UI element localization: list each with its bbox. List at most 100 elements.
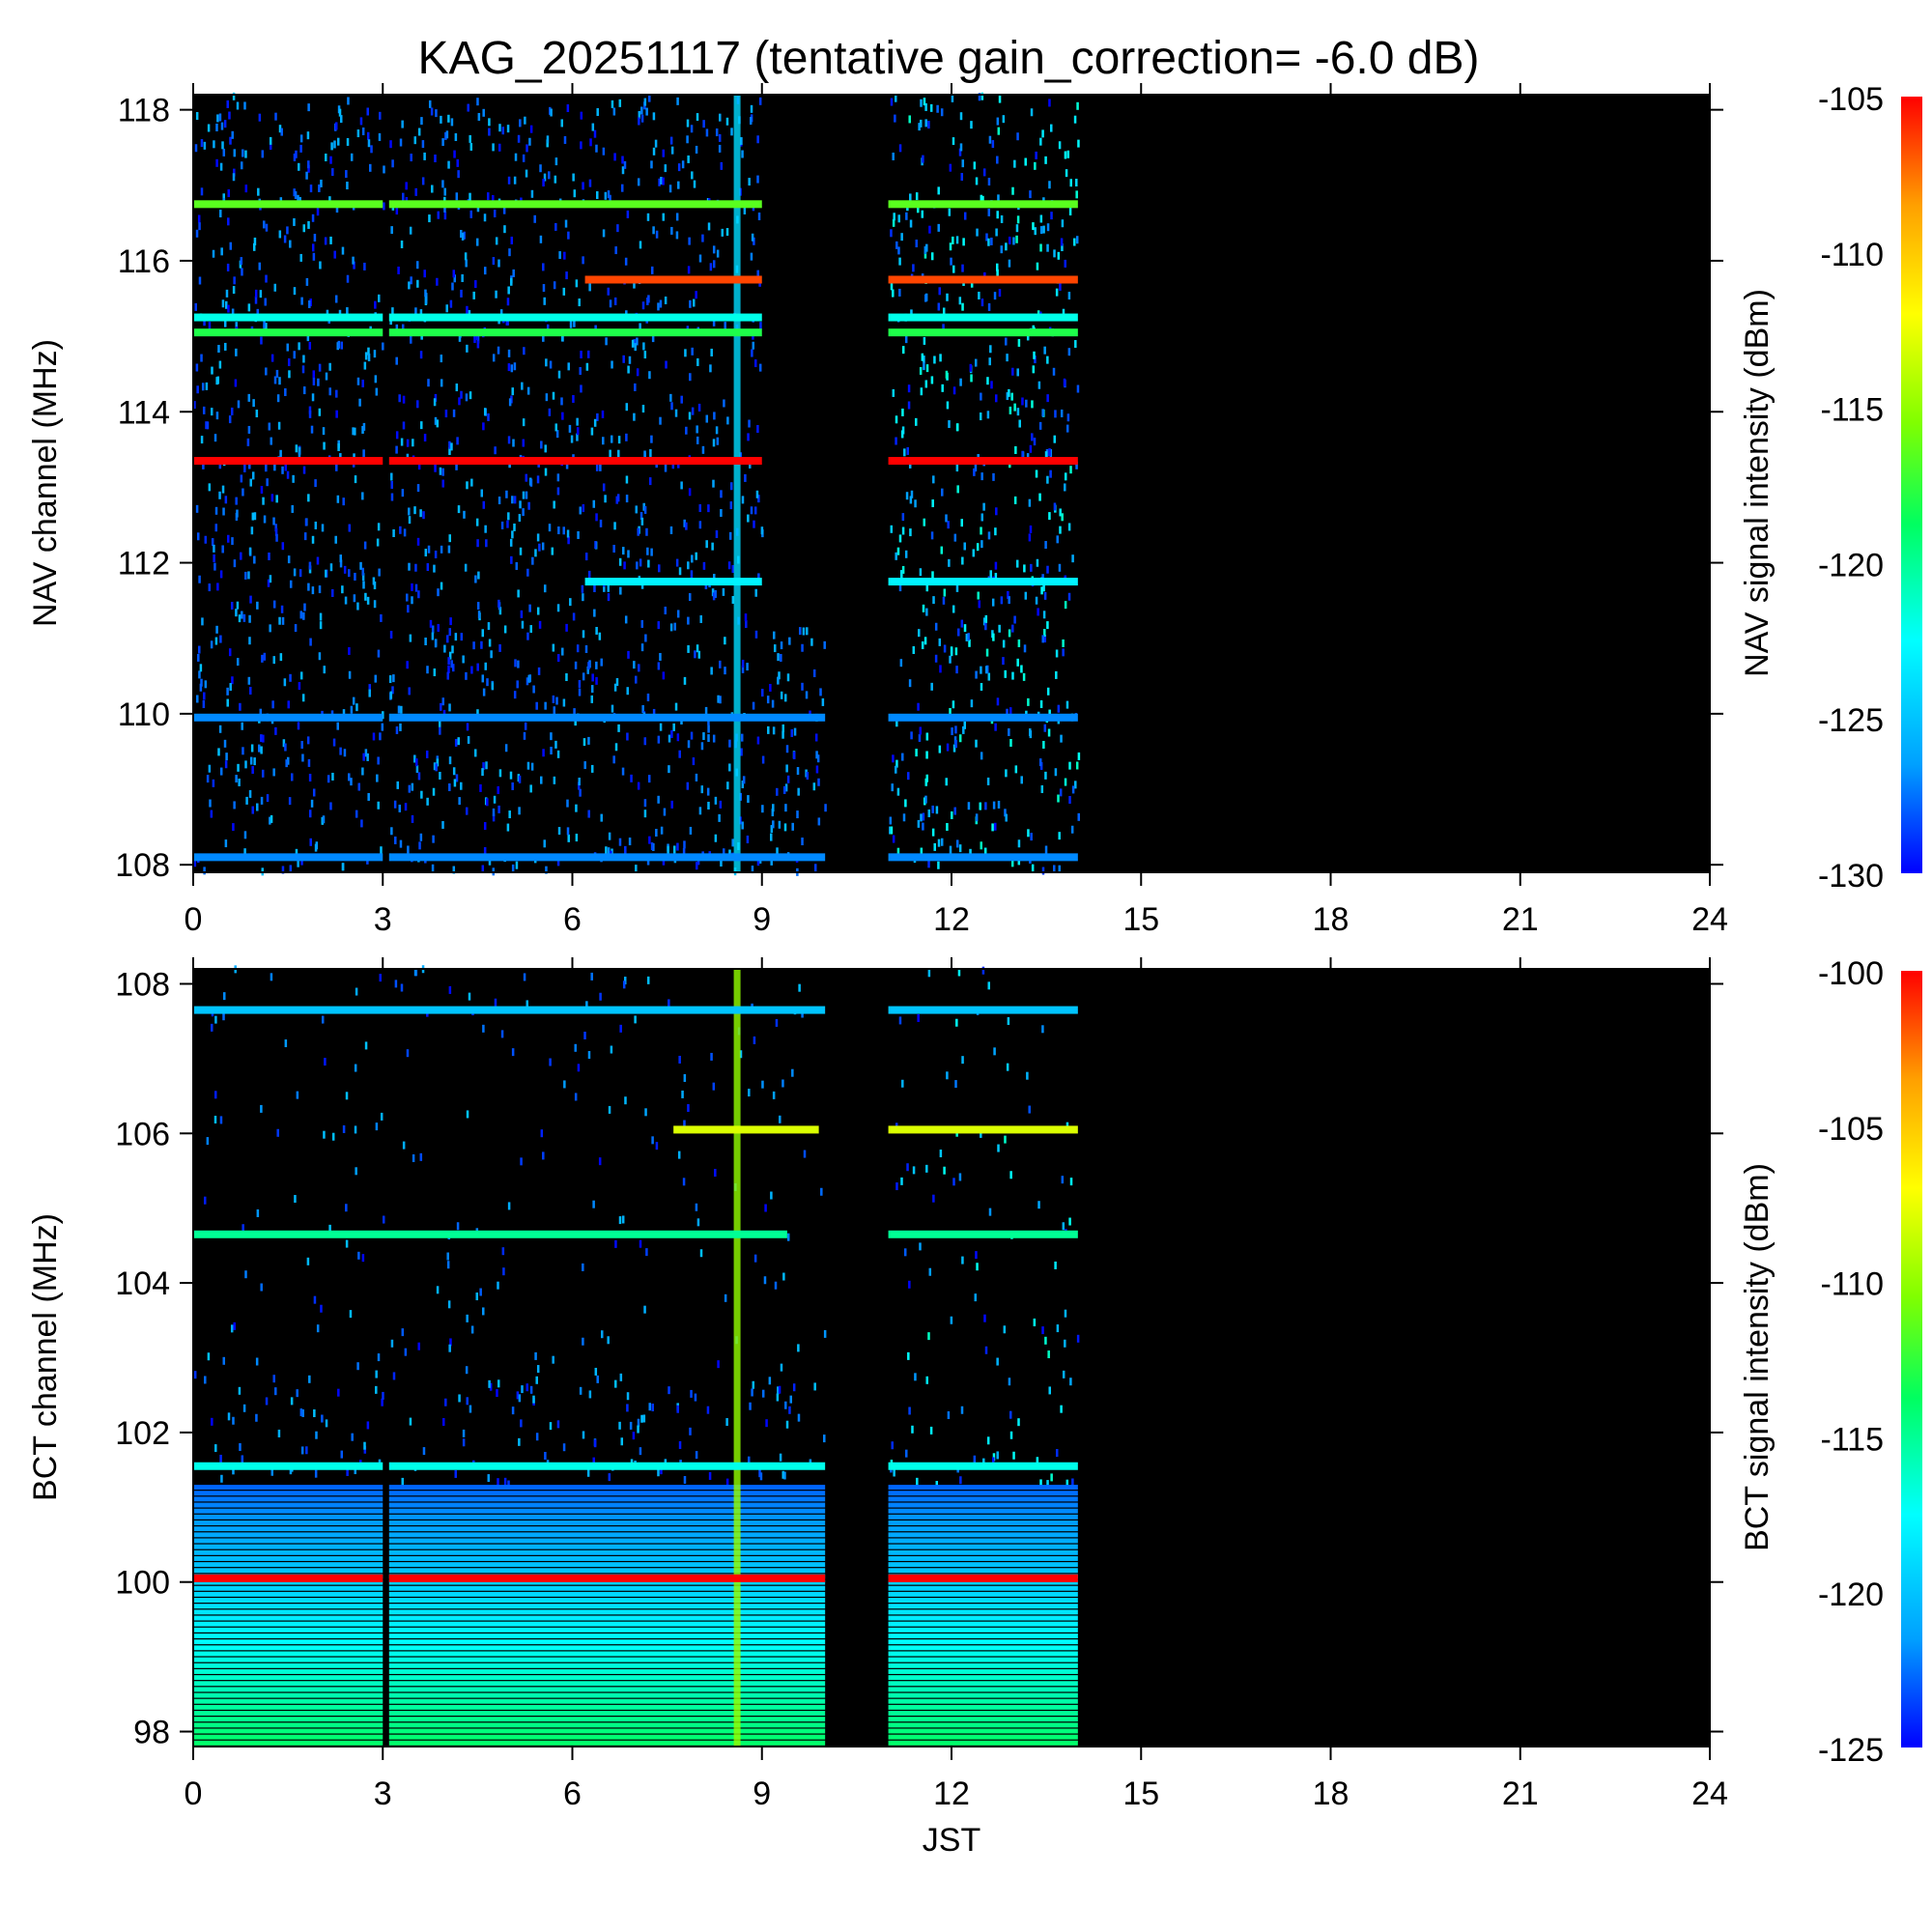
heatmap-speckle xyxy=(714,796,718,805)
heatmap-speckle xyxy=(1069,466,1072,474)
heatmap-speckle xyxy=(747,514,750,523)
heatmap-speckle xyxy=(356,1362,359,1371)
heatmap-speckle xyxy=(724,667,726,675)
heatmap-speckle xyxy=(233,801,236,810)
heatmap-speckle xyxy=(1009,1431,1013,1439)
heatmap-speckle xyxy=(562,698,566,707)
heatmap-speckle xyxy=(195,112,199,121)
heatmap-speckle xyxy=(1000,245,1004,254)
heatmap-speckle xyxy=(1036,1457,1039,1465)
heatmap-speckle xyxy=(1017,639,1021,647)
heatmap-speckle xyxy=(548,524,552,532)
heatmap-speckle xyxy=(1064,483,1066,492)
heatmap-speckle xyxy=(790,728,794,737)
heatmap-speckle xyxy=(331,588,334,597)
heatmap-speckle xyxy=(545,393,549,402)
heatmap-speckle xyxy=(648,94,651,102)
heatmap-speckle xyxy=(420,117,423,126)
heatmap-speckle xyxy=(799,627,802,636)
heatmap-speckle xyxy=(1033,438,1037,446)
heatmap-speckle xyxy=(496,1389,498,1398)
heatmap-speckle xyxy=(298,342,300,351)
heatmap-speckle xyxy=(536,475,540,484)
heatmap-speckle xyxy=(939,665,942,673)
heatmap-speckle xyxy=(674,702,678,711)
heatmap-speckle xyxy=(613,153,616,161)
heatmap-speckle xyxy=(556,858,560,867)
heatmap-speckle xyxy=(293,568,297,577)
heatmap-speckle xyxy=(544,468,548,476)
heatmap-speckle xyxy=(222,507,225,516)
heatmap-speckle xyxy=(309,298,312,307)
heatmap-speckle xyxy=(970,699,974,708)
heatmap-speckle xyxy=(779,1453,782,1462)
heatmap-speckle xyxy=(1050,1473,1053,1482)
heatmap-speckle xyxy=(901,513,905,522)
heatmap-speckle xyxy=(941,384,944,392)
heatmap-speckle xyxy=(618,99,622,107)
heatmap-speckle xyxy=(579,1386,582,1395)
heatmap-speckle xyxy=(699,614,702,623)
heatmap-speckle xyxy=(1048,99,1051,107)
heatmap-speckle xyxy=(515,861,519,869)
heatmap-speckle xyxy=(1029,525,1033,533)
heatmap-speckle xyxy=(382,711,384,720)
heatmap-speckle xyxy=(381,723,384,731)
heatmap-speckle xyxy=(265,223,269,232)
heatmap-speckle xyxy=(599,519,603,527)
x-tick-label: 21 xyxy=(1502,1776,1539,1812)
heatmap-speckle xyxy=(694,1393,697,1402)
heatmap-speckle xyxy=(584,553,588,561)
heatmap-speckle xyxy=(566,799,569,808)
heatmap-speckle xyxy=(507,176,511,185)
heatmap-speckle xyxy=(492,813,496,822)
heatmap-speckle xyxy=(946,1071,949,1080)
heatmap-speckle xyxy=(625,475,629,484)
heatmap-speckle xyxy=(532,685,535,694)
heatmap-speckle xyxy=(895,719,898,727)
heatmap-speckle xyxy=(756,736,760,745)
heatmap-speckle xyxy=(561,412,564,420)
heatmap-speckle xyxy=(248,637,251,645)
heatmap-band-row xyxy=(888,1496,1078,1502)
heatmap-speckle xyxy=(925,364,929,373)
heatmap-speckle xyxy=(907,401,911,410)
heatmap-speckle xyxy=(360,819,363,828)
heatmap-speckle xyxy=(676,610,680,618)
heatmap-speckle xyxy=(1042,583,1045,592)
heatmap-speckle xyxy=(586,666,589,674)
heatmap-speckle xyxy=(934,654,938,663)
heatmap-speckle xyxy=(967,633,970,641)
heatmap-speckle xyxy=(582,593,584,602)
heatmap-speckle xyxy=(265,1397,269,1406)
heatmap-speckle xyxy=(1044,1336,1047,1345)
heatmap-speckle xyxy=(466,723,469,731)
heatmap-speckle xyxy=(953,807,956,815)
heatmap-speckle xyxy=(954,647,958,656)
heatmap-speckle xyxy=(935,806,939,814)
heatmap-speckle xyxy=(206,1137,210,1146)
heatmap-band-row xyxy=(193,1681,384,1687)
heatmap-speckle xyxy=(511,1406,515,1415)
heatmap-speckle xyxy=(434,639,438,648)
heatmap-speckle xyxy=(583,1031,586,1039)
heatmap-speckle xyxy=(329,156,332,164)
heatmap-speckle xyxy=(634,383,637,391)
heatmap-speckle xyxy=(288,370,291,379)
colorbar-tick-label: -100 xyxy=(1818,955,1884,992)
heatmap-speckle xyxy=(670,226,673,235)
heatmap-speckle xyxy=(336,495,340,503)
heatmap-speckle xyxy=(824,804,827,812)
heatmap-speckle xyxy=(931,828,935,837)
heatmap-speckle xyxy=(747,795,750,804)
heatmap-speckle xyxy=(527,501,530,510)
heatmap-speckle xyxy=(668,734,671,743)
heatmap-band-row xyxy=(888,1687,1078,1692)
heatmap-speckle xyxy=(203,141,207,150)
heatmap-speckle xyxy=(272,600,276,609)
heatmap-speckle xyxy=(194,302,197,311)
heatmap-speckle xyxy=(350,778,353,786)
heatmap-band-row xyxy=(888,1698,1078,1704)
heatmap-speckle xyxy=(382,342,384,351)
heatmap-band-row xyxy=(388,1645,826,1651)
